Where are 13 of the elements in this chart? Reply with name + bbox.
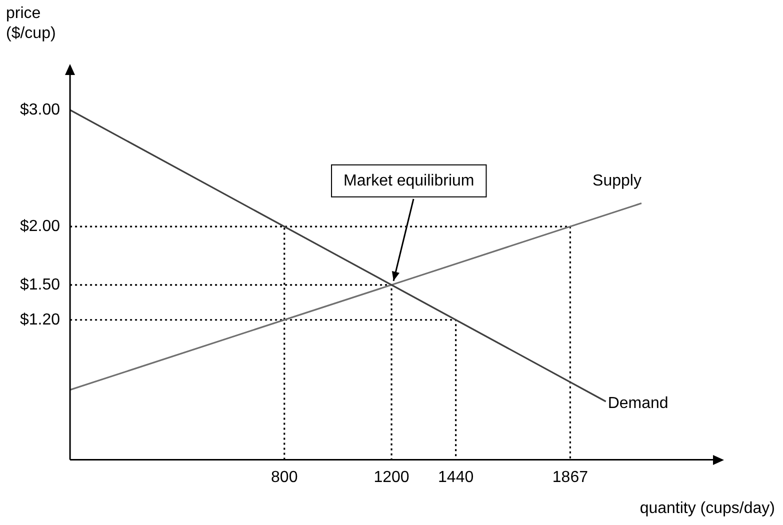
- series-label: Demand: [608, 394, 668, 412]
- y-tick-label: $1.50: [20, 276, 60, 294]
- y-tick-label: $1.20: [20, 311, 60, 328]
- y-axis-title: price ($/cup): [6, 4, 57, 44]
- y-tick-label: $3.00: [20, 101, 60, 118]
- x-axis-title: quantity (cups/day): [640, 500, 775, 518]
- annotation: Market equilibrium: [344, 172, 474, 190]
- x-tick-label: 1867: [552, 468, 588, 486]
- x-tick-label: 800: [271, 468, 298, 486]
- series-label: Supply: [592, 172, 642, 190]
- x-tick-label: 1200: [374, 468, 410, 486]
- y-tick-label: $2.00: [20, 218, 60, 235]
- x-tick-label: 1440: [438, 468, 474, 486]
